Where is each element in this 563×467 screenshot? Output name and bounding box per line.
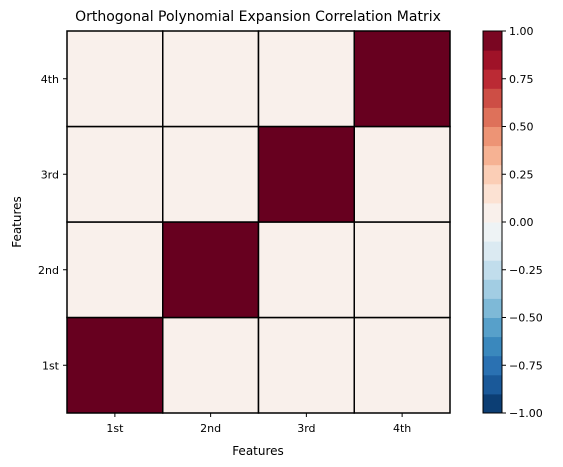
colorbar-segment bbox=[483, 374, 502, 395]
colorbar-segment bbox=[483, 279, 502, 299]
colorbar-segment bbox=[483, 88, 502, 108]
heatmap-cell bbox=[353, 316, 451, 414]
x-axis-label: Features bbox=[232, 444, 284, 458]
x-tick-label: 2nd bbox=[200, 422, 221, 435]
colorbar-segment bbox=[483, 260, 502, 280]
heatmap-cell bbox=[66, 221, 164, 319]
colorbar-tick-label: 0.00 bbox=[509, 216, 534, 229]
heatmap-cell bbox=[162, 316, 260, 414]
x-tick-label: 1st bbox=[106, 422, 124, 435]
colorbar-tick-label: 1.00 bbox=[509, 25, 534, 38]
colorbar-segment bbox=[483, 31, 502, 51]
heatmap-cell bbox=[162, 125, 260, 223]
heatmap-cell bbox=[353, 125, 451, 223]
colorbar-segment bbox=[483, 202, 502, 223]
heatmap-cell bbox=[353, 221, 451, 319]
colorbar-segment bbox=[483, 355, 502, 376]
heatmap-cell bbox=[257, 221, 355, 319]
heatmap-cell bbox=[162, 30, 260, 128]
y-tick-label: 4th bbox=[41, 73, 59, 86]
colorbar-tick-label: −0.75 bbox=[509, 359, 543, 372]
colorbar-segment bbox=[483, 298, 502, 318]
heatmap-cell bbox=[257, 125, 355, 223]
heatmap-cell bbox=[66, 30, 164, 128]
colorbar-segment bbox=[483, 393, 502, 414]
heatmap-cell bbox=[66, 125, 164, 223]
y-axis-label: Features bbox=[10, 196, 24, 248]
x-tick-label: 3rd bbox=[297, 422, 315, 435]
colorbar-segment bbox=[483, 50, 502, 70]
x-tick-label: 4th bbox=[393, 422, 411, 435]
colorbar-tick-label: 0.50 bbox=[509, 121, 534, 134]
heatmap-cells bbox=[66, 30, 451, 414]
colorbar: −1.00 −0.75 −0.50 −0.25 0.00 0.25 0.50 0.75 1.00 bbox=[482, 25, 543, 420]
heatmap-cell bbox=[257, 316, 355, 414]
y-tick-label: 3rd bbox=[41, 168, 59, 181]
colorbar-segment bbox=[483, 241, 502, 261]
heatmap-cell bbox=[353, 30, 451, 128]
plot-frame bbox=[66, 30, 451, 414]
colorbar-segment bbox=[483, 164, 502, 185]
y-axis-ticks: 1st 2nd 3rd 4th bbox=[38, 73, 67, 372]
heatmap-cell bbox=[66, 316, 164, 414]
chart-title: Orthogonal Polynomial Expansion Correlat… bbox=[75, 9, 441, 25]
colorbar-segment bbox=[483, 107, 502, 127]
colorbar-segment bbox=[483, 183, 502, 204]
colorbar-segment bbox=[483, 222, 502, 242]
colorbar-segment bbox=[483, 317, 502, 338]
colorbar-tick-label: −0.50 bbox=[509, 312, 543, 325]
heatmap-cell bbox=[257, 30, 355, 128]
colorbar-tick-label: 0.25 bbox=[509, 168, 534, 181]
colorbar-segment bbox=[483, 145, 502, 166]
y-tick-label: 1st bbox=[42, 359, 60, 372]
colorbar-segment bbox=[483, 126, 502, 147]
colorbar-tick-label: −1.00 bbox=[509, 407, 543, 420]
y-tick-label: 2nd bbox=[38, 264, 59, 277]
colorbar-segment bbox=[483, 336, 502, 357]
colorbar-tick-label: 0.75 bbox=[509, 73, 534, 86]
colorbar-tick-label: −0.25 bbox=[509, 264, 543, 277]
heatmap-cell bbox=[162, 221, 260, 319]
x-axis-ticks: 1st 2nd 3rd 4th bbox=[106, 413, 411, 435]
colorbar-segment bbox=[483, 69, 502, 89]
